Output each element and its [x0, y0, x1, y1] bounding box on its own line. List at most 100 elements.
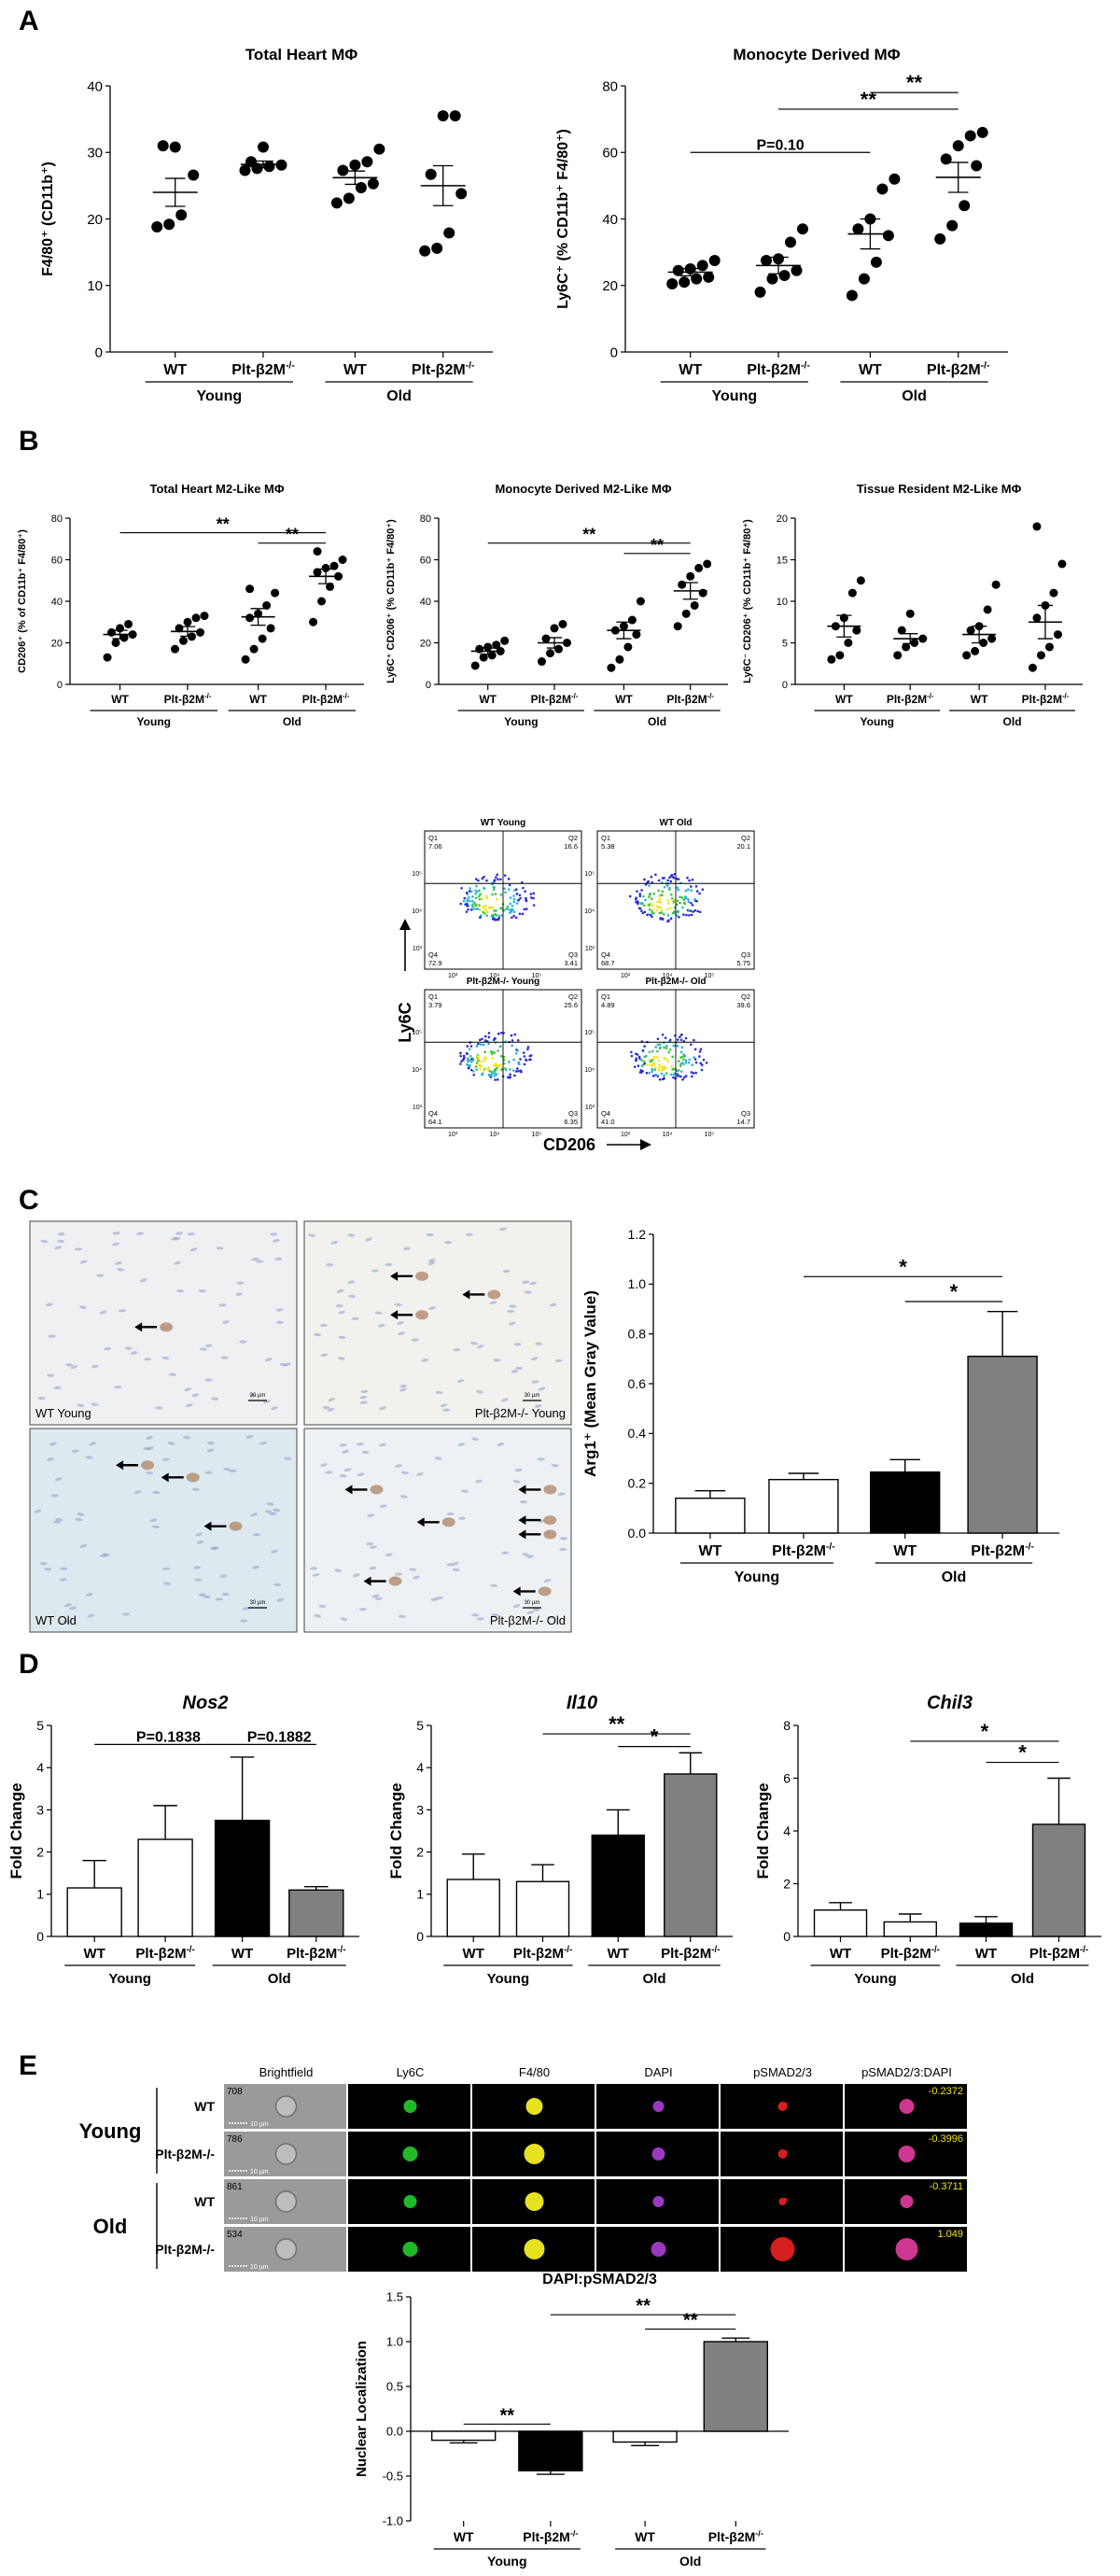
- nucleus-mark: [338, 1335, 346, 1340]
- arg1-stain: [543, 1515, 557, 1526]
- flow-event-dot: [474, 908, 478, 910]
- nucleus-mark: [114, 1261, 122, 1265]
- nucleus-mark: [176, 1288, 185, 1293]
- plt-label-base: Plt-β2M: [971, 1543, 1025, 1559]
- nucleus-mark: [184, 1387, 192, 1392]
- cell-signal-speck: [783, 2150, 788, 2154]
- nucleus-mark: [421, 1358, 429, 1362]
- nucleus-mark: [252, 1565, 260, 1570]
- flow-event-dot: [687, 1061, 691, 1064]
- flow-event-dot: [459, 1054, 462, 1058]
- data-point: [1032, 613, 1042, 623]
- flow-event-dot: [474, 889, 477, 893]
- similarity-score: -0.2372: [929, 2086, 963, 2097]
- group-label-plt: Plt-β2M-/-: [661, 1945, 720, 1962]
- flow-event-dot: [494, 893, 497, 895]
- flow-event-dot: [698, 910, 702, 914]
- data-point: [258, 634, 267, 643]
- flow-y-tick: 10⁴: [412, 1067, 422, 1074]
- flow-event-dot: [650, 1063, 653, 1067]
- flow-event-dot: [687, 900, 691, 904]
- flow-event-dot: [657, 1059, 660, 1062]
- flow-event-dot: [516, 1049, 519, 1052]
- flow-event-dot: [670, 896, 674, 900]
- flow-event-dot: [475, 1068, 478, 1071]
- data-point: [1049, 588, 1058, 598]
- plt-label-base: Plt-β2M: [708, 2529, 756, 2544]
- plt-label-superscript: -/-: [755, 2528, 763, 2538]
- flow-event-dot: [497, 1064, 500, 1068]
- chart-title: Monocyte Derived MΦ: [733, 46, 900, 63]
- flow-event-dot: [484, 1057, 488, 1061]
- flow-event-dot: [699, 1048, 703, 1050]
- cell-signal: [770, 2237, 795, 2261]
- flow-event-dot: [519, 896, 522, 900]
- data-point: [696, 260, 708, 272]
- flow-event-dot: [688, 909, 691, 912]
- y-tick-label: 0.2: [628, 1476, 647, 1491]
- data-point: [119, 633, 129, 642]
- channel-header: pSMAD2/3:DAPI: [861, 2065, 952, 2079]
- data-point: [554, 644, 563, 654]
- group-label-old: Old: [283, 715, 301, 728]
- histology-caption: Plt-β2M-/- Young: [475, 1406, 566, 1420]
- flow-event-dot: [505, 1068, 508, 1072]
- quadrant-q2-label: Q2: [568, 992, 578, 1001]
- flow-x-tick: 10⁴: [663, 1132, 673, 1138]
- flow-event-dot: [665, 1047, 668, 1049]
- cell-signal: [403, 2195, 417, 2208]
- flow-event-dot: [469, 899, 471, 903]
- nucleus-mark: [152, 1525, 161, 1528]
- group-label-old: Old: [648, 715, 666, 728]
- nucleus-mark: [378, 1443, 386, 1447]
- panel-letter-b: B: [19, 426, 39, 457]
- flow-event-dot: [666, 914, 670, 917]
- scale-bar-label: 10 µm: [250, 2264, 269, 2271]
- data-point: [893, 651, 903, 660]
- flow-event-dot: [684, 1075, 688, 1077]
- flow-event-dot: [525, 908, 528, 910]
- histology-caption: WT Old: [35, 1613, 77, 1627]
- data-point: [157, 140, 169, 152]
- arg1-stain: [370, 1485, 384, 1495]
- flow-event-dot: [511, 1069, 515, 1072]
- arg1-stain: [543, 1485, 557, 1495]
- nucleus-mark: [220, 1356, 229, 1359]
- quadrant-q3-value: 14.7: [736, 1118, 750, 1126]
- bar: [959, 1922, 1014, 1937]
- flow-event-dot: [672, 1073, 676, 1077]
- nucleus-mark: [117, 1268, 125, 1272]
- nucleus-mark: [435, 1390, 443, 1395]
- data-point: [262, 600, 272, 610]
- plt-label-superscript: -/-: [343, 692, 350, 700]
- nucleus-mark: [426, 1232, 434, 1237]
- significance-label: *: [1018, 1741, 1027, 1765]
- flow-event-dot: [499, 878, 502, 881]
- flow-event-dot: [480, 1064, 483, 1068]
- flow-event-dot: [479, 1067, 482, 1071]
- nucleus-mark: [502, 1269, 511, 1274]
- y-tick-label: 40: [51, 597, 63, 608]
- quadrant-q2-value: 20.1: [736, 842, 750, 851]
- data-point: [708, 255, 721, 267]
- flow-event-dot: [705, 1061, 708, 1064]
- data-point: [991, 580, 1001, 589]
- flow-event-dot: [679, 1035, 681, 1039]
- flow-event-dot: [673, 910, 676, 913]
- flow-event-dot: [671, 1055, 675, 1059]
- nucleus-mark: [239, 1340, 247, 1344]
- y-tick-label: 20: [420, 638, 431, 649]
- flow-event-dot: [673, 872, 677, 876]
- nucleus-mark: [206, 1448, 215, 1453]
- flow-event-dot: [475, 1061, 479, 1064]
- data-point: [245, 613, 255, 623]
- chart-nos2: 0 1 2 3 4 5 Fold Change Nos2 P=0.1838 P=0.1882 WT P…: [7, 1693, 359, 1987]
- quadrant-q4-label: Q4: [428, 1109, 438, 1118]
- nucleus-mark: [532, 1608, 540, 1612]
- quadrant-q1-label: Q1: [428, 992, 438, 1001]
- group-label-plt: Plt-β2M-/-: [772, 1542, 835, 1559]
- nucleus-mark: [175, 1232, 184, 1235]
- flow-event-dot: [474, 878, 478, 880]
- nucleus-mark: [251, 1257, 259, 1261]
- flow-event-dot: [690, 885, 693, 888]
